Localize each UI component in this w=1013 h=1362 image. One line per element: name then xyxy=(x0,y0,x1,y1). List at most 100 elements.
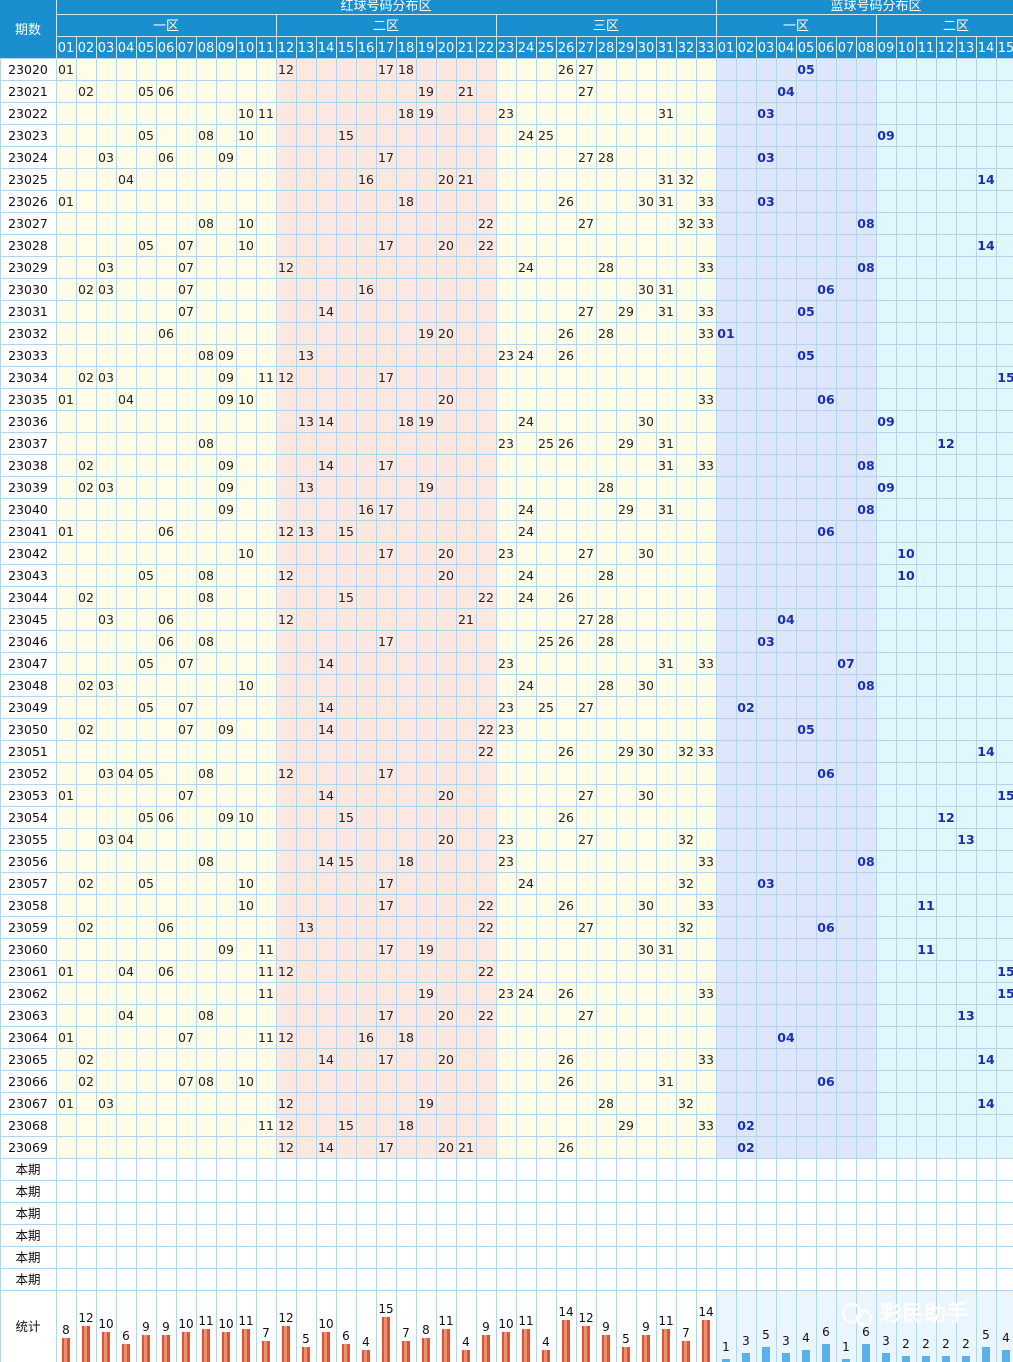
red-ball-number: 26 xyxy=(558,744,574,759)
red-count-bar-shine xyxy=(544,1350,547,1362)
issue-number: 23044 xyxy=(8,590,48,605)
red-count-bar xyxy=(302,1347,310,1362)
red-ball-number: 24 xyxy=(518,502,534,517)
red-ball-number: 10 xyxy=(238,392,254,407)
red-count-label: 12 xyxy=(78,1311,93,1325)
red-ball-number: 31 xyxy=(658,436,674,451)
red-column-header: 09 xyxy=(218,41,235,56)
red-zone-label: 二区 xyxy=(373,19,399,34)
issue-number: 23042 xyxy=(8,546,48,561)
red-column-header: 19 xyxy=(418,41,435,56)
red-ball-number: 27 xyxy=(578,150,594,165)
red-ball-number: 23 xyxy=(498,986,514,1001)
red-column-header: 14 xyxy=(318,41,335,56)
red-ball-number: 24 xyxy=(518,260,534,275)
red-ball-number: 27 xyxy=(578,920,594,935)
blue-count-bar xyxy=(782,1353,790,1362)
issue-number: 23035 xyxy=(8,392,48,407)
red-ball-number: 20 xyxy=(438,832,454,847)
red-column-header: 02 xyxy=(78,41,95,56)
red-ball-number: 32 xyxy=(678,832,694,847)
red-count-bar-shine xyxy=(684,1341,687,1362)
blue-column-header: 04 xyxy=(778,41,795,56)
blue-ball-number: 06 xyxy=(817,920,835,935)
current-issue-label: 本期 xyxy=(15,1272,40,1287)
red-ball-number: 18 xyxy=(398,854,414,869)
issue-number: 23045 xyxy=(8,612,48,627)
blue-count-bar xyxy=(842,1359,850,1362)
red-ball-number: 02 xyxy=(78,84,94,99)
blue-ball-number: 02 xyxy=(737,1118,754,1133)
blue-count-label: 2 xyxy=(942,1337,950,1351)
red-ball-number: 26 xyxy=(558,590,574,605)
red-ball-number: 15 xyxy=(338,854,354,869)
red-ball-number: 03 xyxy=(98,260,114,275)
red-count-bar xyxy=(542,1350,550,1362)
red-count-bar-shine xyxy=(704,1320,707,1362)
red-ball-number: 09 xyxy=(218,370,234,385)
red-ball-number: 21 xyxy=(458,1140,474,1155)
red-ball-number: 06 xyxy=(158,524,174,539)
red-ball-number: 30 xyxy=(638,194,654,209)
red-count-bar xyxy=(422,1338,430,1362)
issue-number: 23021 xyxy=(8,84,48,99)
red-ball-number: 14 xyxy=(318,1052,334,1067)
red-ball-number: 29 xyxy=(618,502,634,517)
red-ball-number: 19 xyxy=(418,414,434,429)
red-ball-number: 26 xyxy=(558,1140,574,1155)
red-ball-number: 26 xyxy=(558,62,574,77)
red-ball-number: 06 xyxy=(158,612,174,627)
red-ball-number: 33 xyxy=(698,854,714,869)
issue-number: 23064 xyxy=(8,1030,48,1045)
red-ball-number: 30 xyxy=(638,282,654,297)
red-ball-number: 17 xyxy=(378,62,394,77)
red-ball-number: 07 xyxy=(178,1030,194,1045)
red-ball-number: 09 xyxy=(218,348,234,363)
red-ball-number: 26 xyxy=(558,810,574,825)
red-count-label: 11 xyxy=(658,1314,673,1328)
red-count-label: 4 xyxy=(362,1335,370,1349)
issue-number: 23060 xyxy=(8,942,48,957)
red-ball-number: 11 xyxy=(258,370,274,385)
red-ball-number: 16 xyxy=(358,172,374,187)
red-ball-number: 31 xyxy=(658,194,674,209)
red-ball-number: 24 xyxy=(518,986,534,1001)
red-count-label: 10 xyxy=(318,1317,333,1331)
blue-ball-number: 06 xyxy=(817,282,835,297)
red-ball-number: 27 xyxy=(578,788,594,803)
red-ball-number: 31 xyxy=(658,502,674,517)
red-ball-number: 28 xyxy=(598,612,614,627)
red-count-bar xyxy=(442,1329,450,1362)
red-ball-number: 07 xyxy=(178,722,194,737)
red-ball-number: 01 xyxy=(58,392,74,407)
blue-ball-number: 05 xyxy=(797,722,814,737)
issue-number: 23069 xyxy=(8,1140,48,1155)
blue-count-label: 5 xyxy=(982,1328,990,1342)
blue-column-header: 06 xyxy=(818,41,835,56)
red-ball-number: 11 xyxy=(258,106,274,121)
red-ball-number: 10 xyxy=(238,810,254,825)
blue-ball-number: 10 xyxy=(897,568,915,583)
current-issue-label: 本期 xyxy=(15,1206,40,1221)
red-count-bar xyxy=(62,1338,70,1362)
red-ball-number: 01 xyxy=(58,964,74,979)
red-ball-number: 18 xyxy=(398,1030,414,1045)
red-count-bar xyxy=(482,1335,490,1362)
issue-number: 23066 xyxy=(8,1074,48,1089)
red-ball-number: 01 xyxy=(58,524,74,539)
blue-ball-number: 04 xyxy=(777,84,795,99)
red-count-bar-shine xyxy=(404,1341,407,1362)
red-ball-number: 33 xyxy=(698,898,714,913)
red-ball-number: 09 xyxy=(218,942,234,957)
red-ball-number: 17 xyxy=(378,458,394,473)
red-ball-number: 03 xyxy=(98,370,114,385)
blue-ball-number: 11 xyxy=(917,898,934,913)
red-ball-number: 28 xyxy=(598,326,614,341)
red-ball-number: 31 xyxy=(658,282,674,297)
red-ball-number: 14 xyxy=(318,722,334,737)
blue-column-header: 13 xyxy=(958,41,975,56)
blue-ball-number: 09 xyxy=(877,480,894,495)
red-ball-number: 10 xyxy=(238,106,254,121)
issue-number: 23067 xyxy=(8,1096,48,1111)
red-count-bar-shine xyxy=(84,1326,87,1362)
